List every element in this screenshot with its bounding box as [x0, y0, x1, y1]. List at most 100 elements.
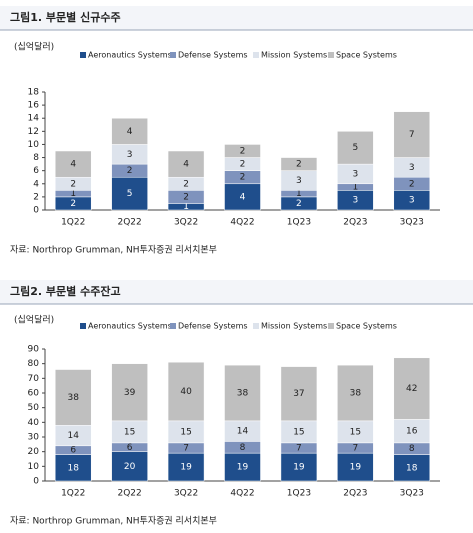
value-label: 2: [70, 199, 76, 209]
value-label: 40: [180, 387, 192, 397]
x-tick-label: 2Q22: [118, 218, 142, 228]
value-label: 6: [70, 446, 76, 456]
value-label: 38: [67, 393, 79, 403]
x-tick-label: 3Q22: [174, 489, 198, 499]
bar-segment: [337, 364, 374, 422]
y-tick-label: 18: [28, 88, 40, 98]
x-tick-label: 2Q22: [118, 489, 142, 499]
x-tick-label: 1Q22: [61, 489, 85, 499]
bar-segment: [393, 454, 431, 482]
x-tick-label: 3Q23: [400, 489, 424, 499]
header-band: [0, 280, 473, 304]
value-label: 2: [127, 166, 133, 176]
source: 자료: Northrop Grumman, NH투자증권 리서치본부: [10, 515, 217, 527]
x-tick-label: 1Q22: [61, 218, 85, 228]
value-label: 1: [70, 189, 76, 199]
bar-segment: [54, 454, 92, 482]
legend-label: Mission Systems: [261, 322, 327, 331]
value-label: 8: [409, 444, 415, 454]
y-tick-label: 90: [28, 345, 40, 355]
y-tick-label: 80: [28, 359, 40, 369]
bar-segment: [167, 452, 205, 482]
x-tick-label: 1Q23: [287, 218, 311, 228]
unit-label: (십억달러): [14, 41, 54, 53]
value-label: 4: [240, 192, 246, 202]
value-label: 2: [296, 199, 302, 209]
bar-segment: [224, 364, 261, 422]
bar-segment: [111, 451, 148, 482]
bar-segment: [280, 157, 318, 171]
bar-segment: [393, 357, 431, 420]
value-label: 4: [70, 160, 76, 170]
x-tick-label: 4Q22: [230, 218, 254, 228]
legend-swatch: [170, 52, 176, 58]
bar-segment: [337, 131, 374, 165]
value-label: 7: [183, 444, 189, 454]
value-label: 4: [183, 160, 189, 170]
value-label: 38: [237, 389, 249, 399]
value-label: 4: [127, 127, 133, 137]
legend-label: Space Systems: [336, 51, 397, 60]
legend-label: Space Systems: [336, 322, 397, 331]
bar-segment: [224, 144, 261, 158]
value-label: 5: [127, 189, 133, 199]
legend-label: Defense Systems: [178, 51, 248, 60]
y-tick-label: 12: [28, 127, 39, 137]
legend-swatch: [80, 323, 86, 329]
value-label: 8: [240, 443, 246, 453]
bar-segment: [337, 452, 374, 482]
value-label: 2: [183, 192, 189, 202]
bar-segment: [111, 117, 148, 145]
value-label: 39: [124, 388, 136, 398]
legend-swatch: [170, 323, 176, 329]
x-tick-label: 3Q23: [400, 218, 424, 228]
y-tick-label: 50: [28, 403, 40, 413]
value-label: 18: [406, 463, 418, 473]
source: 자료: Northrop Grumman, NH투자증권 리서치본부: [10, 244, 217, 256]
value-label: 3: [409, 196, 415, 206]
y-tick-label: 6: [33, 166, 39, 176]
bar-segment: [167, 361, 205, 422]
value-label: 3: [296, 176, 302, 186]
y-tick-label: 10: [28, 462, 40, 472]
y-tick-label: 10: [28, 140, 40, 150]
value-label: 2: [240, 147, 246, 157]
bar-segment: [54, 150, 92, 178]
value-label: 1: [183, 202, 189, 212]
value-label: 2: [70, 179, 76, 189]
value-label: 37: [293, 389, 304, 399]
value-label: 20: [124, 462, 136, 472]
value-label: 15: [293, 427, 304, 437]
legend-swatch: [328, 52, 334, 58]
y-tick-label: 40: [28, 418, 40, 428]
y-tick-label: 4: [33, 179, 39, 189]
x-tick-label: 2Q23: [343, 489, 367, 499]
y-tick-label: 0: [33, 206, 39, 216]
value-label: 15: [350, 427, 361, 437]
value-label: 19: [237, 463, 249, 473]
value-label: 14: [237, 427, 249, 437]
legend-swatch: [80, 52, 86, 58]
value-label: 1: [352, 183, 358, 193]
value-label: 18: [67, 463, 79, 473]
y-tick-label: 2: [33, 192, 39, 202]
value-label: 7: [352, 444, 358, 454]
x-tick-label: 3Q22: [174, 218, 198, 228]
value-label: 2: [240, 173, 246, 183]
value-label: 1: [296, 189, 302, 199]
bar-segment: [111, 363, 148, 422]
value-label: 15: [180, 427, 191, 437]
header-band: [0, 6, 473, 30]
legend-label: Aeronautics Systems: [88, 51, 172, 60]
value-label: 2: [409, 179, 415, 189]
value-label: 16: [406, 427, 418, 437]
bar-segment: [54, 369, 92, 426]
bar-segment: [280, 452, 318, 482]
y-tick-label: 8: [33, 153, 39, 163]
y-tick-label: 30: [28, 433, 40, 443]
value-label: 19: [350, 463, 362, 473]
y-tick-label: 60: [28, 389, 40, 399]
y-tick-label: 20: [28, 447, 40, 457]
y-tick-label: 70: [28, 374, 40, 384]
